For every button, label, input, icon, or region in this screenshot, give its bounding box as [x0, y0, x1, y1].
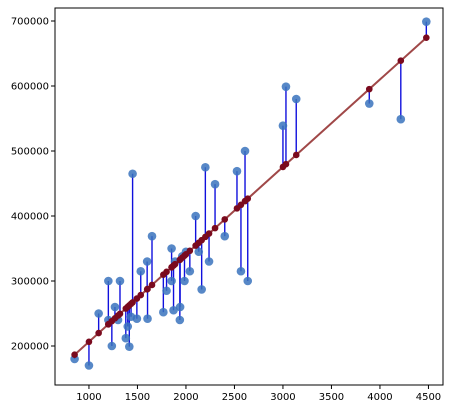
actual-point	[175, 302, 185, 312]
actual-point	[167, 276, 176, 286]
actual-point	[147, 231, 157, 241]
y-tick-label: 600000	[11, 82, 49, 93]
actual-point	[143, 314, 152, 324]
actual-point	[84, 361, 94, 370]
predicted-point	[85, 338, 93, 346]
actual-point	[123, 322, 133, 331]
predicted-point	[137, 291, 145, 299]
actual-point	[132, 314, 142, 324]
actual-point	[236, 266, 246, 276]
y-axis: 200000 300000 400000 500000 600000 700000	[11, 17, 55, 353]
predicted-point	[211, 224, 219, 232]
actual-point	[291, 94, 301, 104]
actual-point	[175, 315, 185, 325]
predicted-point	[163, 268, 170, 276]
predicted-point	[71, 351, 78, 359]
actual-point	[197, 285, 206, 294]
axes-frame	[54, 7, 444, 386]
actual-point	[104, 276, 113, 286]
predicted-point	[244, 195, 252, 202]
y-tick-label: 300000	[11, 277, 49, 288]
actual-point	[162, 286, 171, 296]
predicted-point	[186, 247, 194, 255]
predicted-point	[292, 151, 300, 159]
predicted-point	[116, 310, 124, 318]
actual-point	[94, 309, 103, 318]
actual-point	[115, 276, 125, 286]
actual-point	[167, 244, 176, 253]
actual-point	[142, 257, 152, 266]
actual-point	[232, 166, 242, 176]
actual-point	[243, 276, 253, 286]
actual-point	[240, 146, 250, 156]
actual-point	[180, 276, 189, 286]
predicted-point	[144, 285, 151, 293]
x-tick-label: 3000	[270, 392, 295, 403]
actual-point	[136, 266, 146, 276]
y-tick-label: 200000	[11, 342, 49, 353]
actual-point	[281, 82, 291, 91]
y-tick-label: 400000	[11, 212, 49, 223]
predicted-point	[282, 160, 290, 168]
actual-point	[128, 169, 137, 179]
actual-point	[191, 211, 200, 221]
actual-point	[364, 99, 374, 108]
y-tick-label: 700000	[11, 17, 49, 28]
x-tick-label: 4500	[416, 392, 441, 403]
predicted-point	[95, 329, 102, 337]
actual-point	[422, 17, 431, 26]
actual-point	[210, 179, 220, 189]
actual-point	[121, 333, 131, 343]
actual-point	[194, 247, 204, 257]
actual-point	[110, 302, 120, 312]
actual-point	[220, 231, 230, 241]
x-tick-label: 3500	[319, 392, 344, 403]
predicted-point	[221, 216, 229, 223]
predicted-point	[129, 299, 136, 306]
actual-point	[125, 342, 134, 351]
predicted-point	[171, 260, 179, 268]
predicted-point	[148, 281, 156, 289]
x-tick-label: 2500	[222, 392, 247, 403]
actual-point	[107, 341, 117, 351]
actual-point	[169, 305, 178, 315]
plot-area	[70, 17, 431, 370]
x-tick-label: 2000	[173, 392, 198, 403]
x-tick-label: 1500	[125, 392, 150, 403]
actual-point	[201, 162, 210, 172]
actual-point	[396, 114, 406, 124]
x-tick-label: 4000	[367, 392, 392, 403]
predicted-point	[365, 85, 373, 93]
actual-point	[185, 266, 195, 276]
predicted-point	[397, 57, 405, 65]
y-tick-label: 500000	[11, 147, 49, 158]
actual-point	[278, 121, 288, 130]
x-tick-label: 1000	[76, 392, 101, 403]
predicted-point	[423, 34, 430, 42]
actual-point	[159, 307, 168, 317]
predicted-point	[205, 230, 213, 237]
actual-point	[204, 257, 214, 266]
x-axis: 1000 1500 2000 2500 3000 3500 4000 4500	[76, 385, 441, 403]
